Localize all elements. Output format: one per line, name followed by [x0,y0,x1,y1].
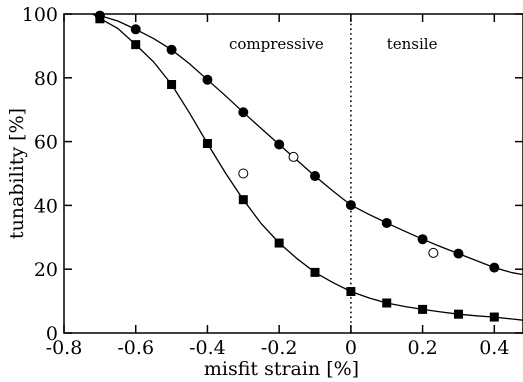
square-marker [382,298,392,308]
square-marker [202,139,212,149]
data-markers [94,10,500,322]
filled-circle-marker [489,262,500,273]
filled-circle-marker [417,234,428,245]
open-circle-marker [238,168,249,179]
annotation-compressive: compressive [229,35,324,53]
filled-circle-marker [238,107,249,118]
plot-frame [63,13,523,334]
x-axis-label: misfit strain [%] [204,358,359,380]
x-tick-label: -0.4 [189,337,226,359]
filled-circle-marker [381,217,392,228]
x-tick-label: -0.6 [117,337,154,359]
filled-circle-marker [310,171,321,182]
square-marker [310,267,320,277]
fit-curve-2 [92,14,523,321]
square-marker [95,14,105,24]
open-circle-marker [428,247,439,258]
x-tick-label: -0.2 [261,337,298,359]
chart-labels: -0.8 -0.6 -0.4 -0.2 0 0.2 0.4 0 20 40 60 80 100 compr… [6,4,509,380]
filled-circle-marker [202,74,213,85]
fit-curves [92,14,523,321]
square-marker [274,238,284,248]
square-marker [238,195,248,205]
square-marker [346,287,356,297]
y-tick-label: 20 [34,259,58,281]
square-marker [131,40,141,50]
square-marker [489,312,499,322]
x-tick-label: 0.4 [479,337,509,359]
axis-ticks [63,13,523,334]
y-axis-label: tunability [%] [6,108,28,239]
filled-circle-marker [274,139,285,150]
square-marker [418,304,428,314]
y-tick-label: 40 [34,195,58,217]
square-marker [453,309,463,319]
x-tick-label: -0.8 [46,337,83,359]
filled-circle-marker [166,44,177,55]
y-tick-label: 80 [34,68,58,90]
filled-circle-marker [453,248,464,259]
square-marker [167,79,177,89]
y-tick-label: 0 [46,323,58,345]
y-tick-label: 100 [22,4,58,26]
filled-circle-marker [130,24,141,35]
filled-circle-marker [345,200,356,211]
annotation-tensile: tensile [387,35,438,53]
x-tick-label: 0 [345,337,357,359]
x-tick-label: 0.2 [407,337,437,359]
open-circle-marker [288,151,299,162]
y-tick-label: 60 [34,132,58,154]
